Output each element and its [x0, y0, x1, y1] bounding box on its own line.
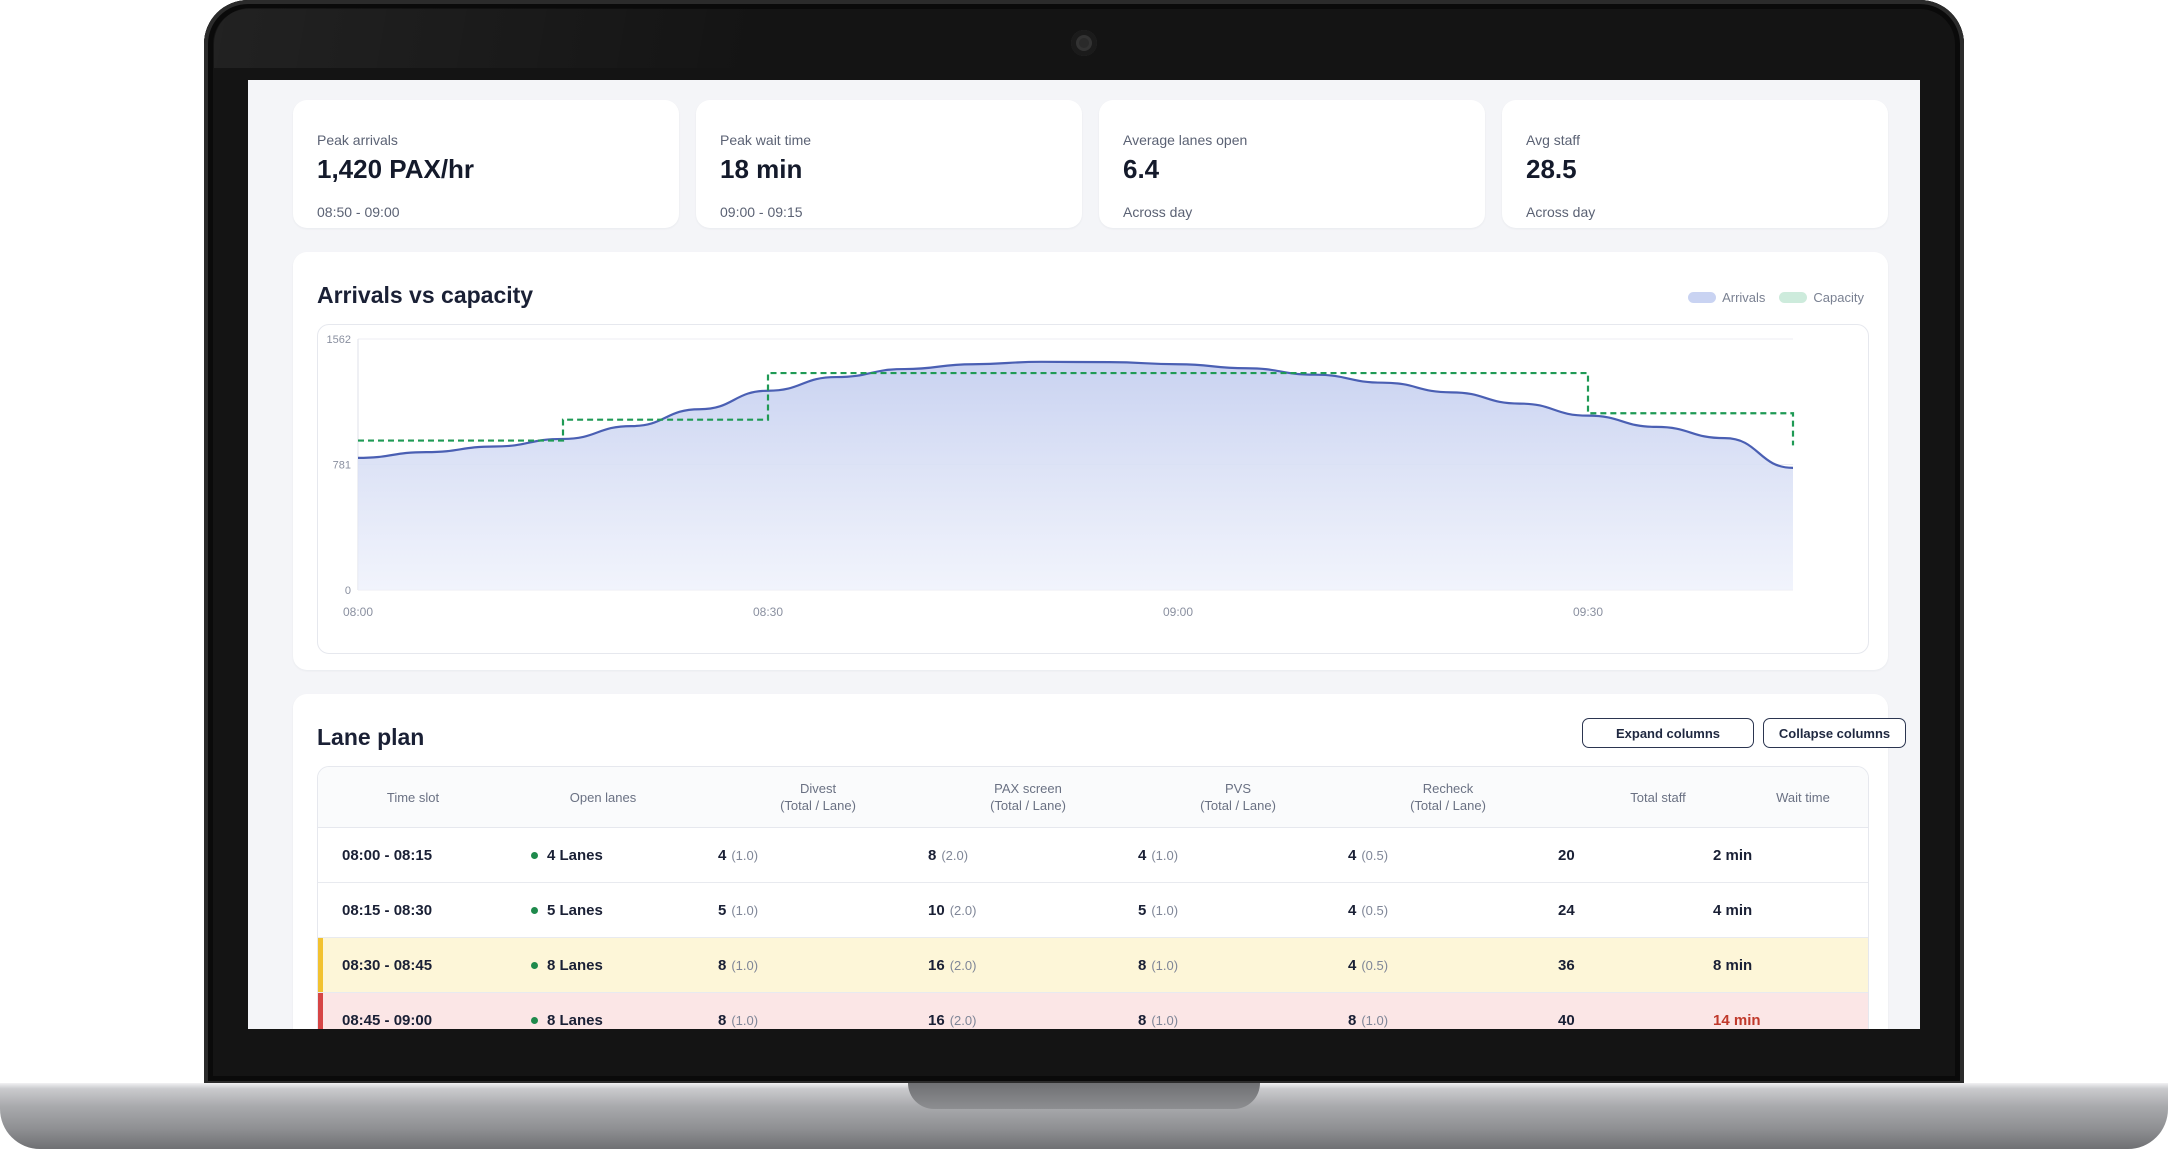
- kpi-sub: 08:50 - 09:00: [317, 204, 400, 220]
- header-total-staff: Total staff: [1630, 789, 1686, 805]
- collapse-columns-button[interactable]: Collapse columns: [1763, 718, 1906, 748]
- cell-pvs: 8 (1.0): [1138, 1011, 1179, 1029]
- lid-glare: [214, 8, 994, 68]
- kpi-label: Peak wait time: [720, 132, 812, 148]
- legend-swatch-arrivals: [1688, 292, 1717, 303]
- kpi-value: 28.5: [1526, 154, 1577, 184]
- legend-item-arrivals: Arrivals: [1688, 290, 1765, 305]
- kpi-card-peak-arrivals: Peak arrivals 1,420 PAX/hr 08:50 - 09:00: [293, 100, 679, 228]
- x-tick-label: 09:30: [1573, 605, 1603, 619]
- legend-swatch-capacity: [1779, 292, 1808, 303]
- cell-pvs: 4 (1.0): [1138, 846, 1179, 864]
- cell-pax-screen: 16 (2.0): [928, 1011, 977, 1029]
- cell-total-staff: 36: [1558, 956, 1575, 974]
- kpi-value: 18 min: [720, 154, 803, 184]
- y-tick-label: 1562: [327, 334, 351, 346]
- arrivals-area: [358, 361, 1793, 590]
- header-pvs: PVS (Total / Lane): [1200, 781, 1276, 813]
- legend-label: Arrivals: [1722, 290, 1766, 305]
- cell-open-lanes: 4 Lanes: [531, 828, 603, 882]
- cell-pax-screen: 8 (2.0): [928, 846, 969, 864]
- cell-time-slot: 08:30 - 08:45: [342, 956, 433, 974]
- kpi-value: 6.4: [1123, 154, 1160, 184]
- kpi-label: Peak arrivals: [317, 132, 398, 148]
- chart-area: 1562 781 0 08:00 08:30 09:00 09:30: [317, 324, 1869, 654]
- x-tick-label: 08:00: [343, 605, 373, 619]
- status-dot-icon: [531, 906, 538, 914]
- arrivals-capacity-chart: 1562 781 0 08:00 08:30 09:00 09:30: [327, 334, 1795, 619]
- cell-pvs: 5 (1.0): [1138, 901, 1179, 919]
- cell-recheck: 8 (1.0): [1348, 1011, 1389, 1029]
- cell-wait-time: 2 min: [1713, 846, 1753, 864]
- cell-wait-time: 4 min: [1713, 901, 1753, 919]
- header-open-lanes: Open lanes: [569, 789, 637, 805]
- screen: Peak arrivals 1,420 PAX/hr 08:50 - 09:00…: [248, 80, 1920, 1029]
- kpi-value: 1,420 PAX/hr: [317, 154, 475, 184]
- laptop-opening-notch: [908, 1083, 1260, 1109]
- cell-pax-screen: 10 (2.0): [928, 901, 977, 919]
- cell-divest: 8 (1.0): [718, 956, 759, 974]
- kpi-card-peak-wait-time: Peak wait time 18 min 09:00 - 09:15: [696, 100, 1082, 228]
- status-dot-icon: [531, 851, 538, 859]
- kpi-label: Average lanes open: [1123, 132, 1248, 148]
- kpi-card-average-lanes-open: Average lanes open 6.4 Across day: [1099, 100, 1485, 228]
- cell-time-slot: 08:45 - 09:00: [342, 1011, 433, 1029]
- arrivals-line: [357, 360, 1794, 469]
- table-row[interactable]: 08:30 - 08:45 8 Lanes 8 (1.0) 16 (2.0) 8 (1…: [318, 938, 1868, 993]
- cell-open-lanes: 5 Lanes: [531, 883, 603, 937]
- kpi-sub: 09:00 - 09:15: [720, 204, 803, 220]
- cell-divest: 4 (1.0): [718, 846, 759, 864]
- cell-wait-time: 14 min: [1713, 1011, 1761, 1029]
- cell-total-staff: 40: [1558, 1011, 1575, 1029]
- header-wait-time: Wait time: [1776, 789, 1830, 805]
- status-dot-icon: [531, 1016, 538, 1024]
- cell-recheck: 4 (0.5): [1348, 846, 1389, 864]
- cell-time-slot: 08:15 - 08:30: [342, 901, 433, 919]
- kpi-card-avg-staff: Avg staff 28.5 Across day: [1502, 100, 1888, 228]
- kpi-label: Avg staff: [1526, 132, 1580, 148]
- header-recheck: Recheck (Total / Lane): [1410, 781, 1486, 813]
- cell-pvs: 8 (1.0): [1138, 956, 1179, 974]
- table-row[interactable]: 08:15 - 08:30 5 Lanes 5 (1.0) 10 (2.0) 5 (1…: [318, 883, 1868, 938]
- cell-total-staff: 20: [1558, 846, 1575, 864]
- cell-recheck: 4 (0.5): [1348, 901, 1389, 919]
- arrivals-vs-capacity-card: Arrivals vs capacity Arrivals Capacity: [293, 252, 1888, 670]
- cell-total-staff: 24: [1558, 901, 1575, 919]
- table-header: Time slot Open lanes Divest (Total / Lane…: [318, 767, 1868, 828]
- x-tick-label: 09:00: [1163, 605, 1193, 619]
- lane-plan-table: Time slot Open lanes Divest (Total / Lane…: [317, 766, 1869, 1029]
- y-tick-label: 781: [333, 460, 351, 472]
- webcam-icon: [1071, 30, 1097, 56]
- expand-columns-button[interactable]: Expand columns: [1582, 718, 1754, 748]
- status-dot-icon: [531, 961, 538, 969]
- kpi-sub: Across day: [1526, 204, 1596, 220]
- table-row[interactable]: 08:45 - 09:00 8 Lanes 8 (1.0) 16 (2.0) 8 (1…: [318, 993, 1868, 1029]
- table-row[interactable]: 08:00 - 08:15 4 Lanes 4 (1.0) 8 (2.0) 4 (1.…: [318, 828, 1868, 883]
- x-tick-label: 08:30: [753, 605, 783, 619]
- cell-pax-screen: 16 (2.0): [928, 956, 977, 974]
- header-pax-screen: PAX screen (Total / Lane): [990, 781, 1066, 813]
- cell-open-lanes: 8 Lanes: [531, 938, 603, 992]
- cell-wait-time: 8 min: [1713, 956, 1753, 974]
- cell-divest: 8 (1.0): [718, 1011, 759, 1029]
- legend-item-capacity: Capacity: [1779, 290, 1864, 305]
- chart-legend: Arrivals Capacity: [1688, 290, 1864, 305]
- kpi-sub: Across day: [1123, 204, 1193, 220]
- cell-divest: 5 (1.0): [718, 901, 759, 919]
- cell-open-lanes: 8 Lanes: [531, 993, 603, 1029]
- header-divest: Divest (Total / Lane): [780, 781, 856, 813]
- lane-plan-title: Lane plan: [317, 724, 425, 750]
- cell-time-slot: 08:00 - 08:15: [342, 846, 433, 864]
- header-time-slot: Time slot: [386, 789, 440, 805]
- cell-recheck: 4 (0.5): [1348, 956, 1389, 974]
- capacity-line: [358, 371, 1795, 446]
- legend-label: Capacity: [1813, 290, 1864, 305]
- y-tick-label: 0: [345, 585, 351, 597]
- lane-plan-card: Lane plan Expand columns Collapse column…: [293, 694, 1906, 1029]
- chart-title: Arrivals vs capacity: [317, 282, 534, 308]
